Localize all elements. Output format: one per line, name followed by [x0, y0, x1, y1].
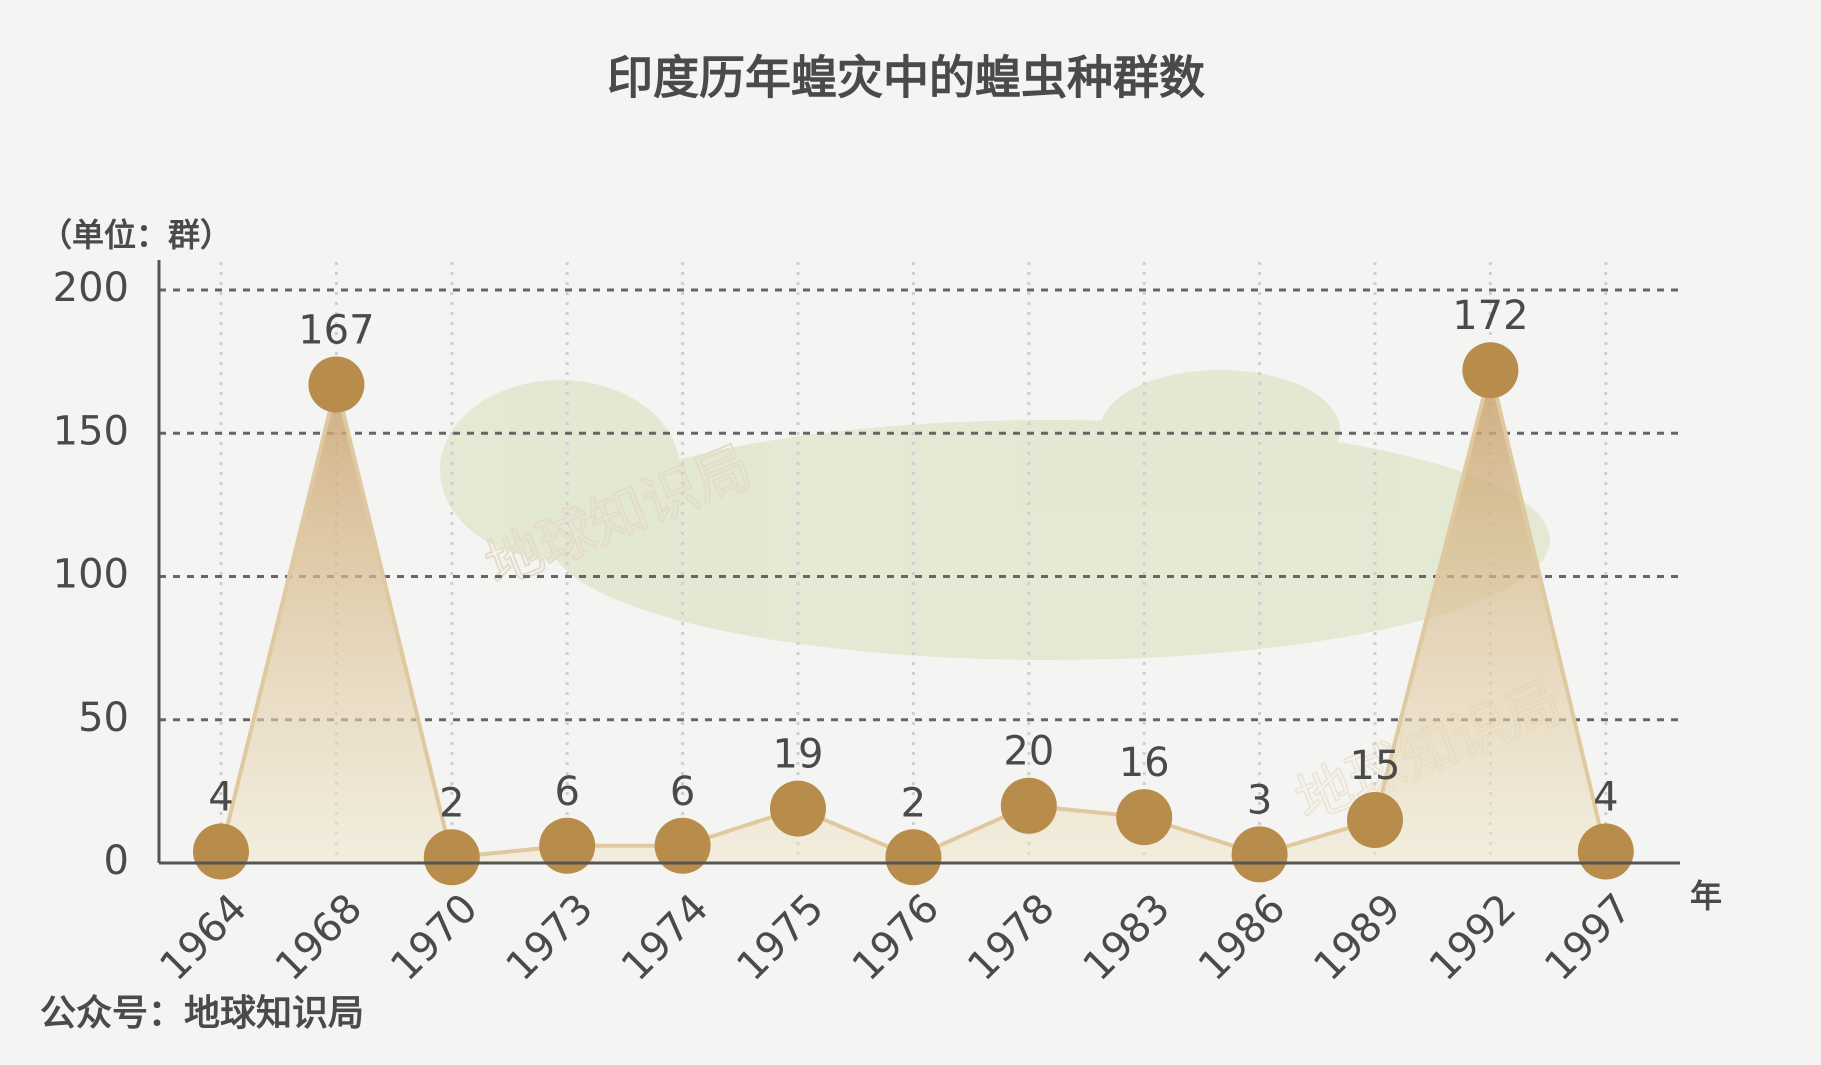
data-label: 20 — [1003, 729, 1054, 775]
data-point — [654, 817, 711, 874]
chart-title: 印度历年蝗灾中的蝗虫种群数 — [607, 51, 1205, 105]
data-label: 167 — [298, 308, 374, 354]
data-label: 2 — [901, 780, 926, 826]
y-tick-label: 150 — [53, 408, 129, 454]
data-point — [308, 356, 365, 413]
data-label: 16 — [1119, 740, 1170, 786]
data-label: 172 — [1452, 293, 1528, 339]
y-axis-label: （单位：群） — [40, 216, 232, 254]
data-label: 2 — [439, 780, 464, 826]
source: 公众号：地球知识局 — [40, 993, 364, 1034]
y-tick-label: 0 — [104, 838, 129, 884]
data-point — [1000, 777, 1057, 834]
data-point — [1462, 342, 1519, 399]
data-point — [1116, 789, 1173, 846]
area — [221, 370, 1606, 863]
data-point — [539, 817, 596, 874]
data-point — [423, 829, 480, 886]
data-label: 4 — [208, 775, 233, 821]
y-tick-label: 100 — [53, 552, 129, 598]
y-tick-label: 50 — [78, 695, 129, 741]
data-label: 6 — [554, 769, 579, 815]
data-label: 15 — [1350, 743, 1401, 789]
data-label: 6 — [670, 769, 695, 815]
data-point — [193, 823, 249, 880]
data-point — [885, 829, 942, 886]
data-point — [1347, 792, 1403, 849]
x-axis-label: 年 — [1690, 877, 1722, 915]
data-label: 19 — [773, 732, 824, 778]
data-point — [1231, 826, 1288, 883]
locust-silhouette — [440, 370, 1550, 660]
data-label: 4 — [1593, 775, 1618, 821]
y-tick-label: 200 — [53, 265, 129, 311]
data-point — [770, 780, 826, 837]
data-label: 3 — [1247, 777, 1272, 823]
data-point — [1577, 823, 1634, 880]
